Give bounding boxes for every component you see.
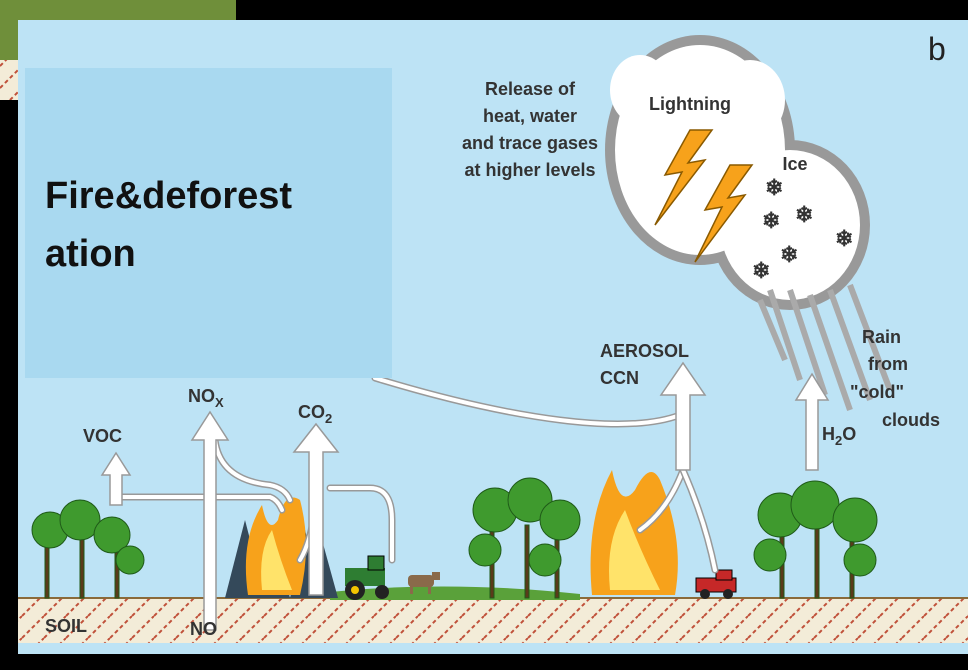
label-main: NO [188,386,215,406]
label-main: H [822,424,835,444]
label: Rain [862,327,901,347]
label-main: CO [298,402,325,422]
svg-text:❄: ❄ [752,258,770,283]
svg-text:❄: ❄ [765,175,783,200]
overlay-title: ation [45,233,136,275]
label-sub: 2 [325,411,332,426]
label-sub: X [215,395,224,410]
label: from [868,354,908,374]
label: CCN [600,368,639,388]
truck [695,569,737,599]
tractor [345,555,389,600]
label: heat, water [483,106,577,126]
label-sub: 2 [835,433,842,448]
overlay-title: Fire&deforest [45,175,292,217]
grass [330,586,580,600]
arrows [100,361,830,631]
label: H2O [822,424,856,448]
label: NO [190,619,217,639]
label: "cold" [850,382,904,402]
cloud [605,35,870,310]
label: CO2 [298,402,332,426]
soil [18,598,968,643]
svg-text:❄: ❄ [835,226,853,251]
lightning [654,129,754,263]
label-main: O [842,424,856,444]
label: clouds [882,410,940,430]
overlay-box [25,68,392,378]
rain-streaks [757,283,893,411]
label: at higher levels [464,160,595,180]
svg-text:❄: ❄ [762,208,780,233]
ice-crystals: ❄❄❄ ❄❄❄ [752,175,853,283]
fires [245,470,678,595]
label: AEROSOL [600,341,689,361]
label: NOX [188,386,224,410]
svg-text:❄: ❄ [795,202,813,227]
label: Lightning [649,94,731,114]
label: Ice [782,154,807,174]
panel-label: b [928,31,946,67]
svg-text:❄: ❄ [780,242,798,267]
cow [408,572,440,594]
forest [31,477,878,599]
label: SOIL [45,616,87,636]
label: Release of [485,79,576,99]
label: VOC [83,426,122,446]
label: and trace gases [462,133,598,153]
